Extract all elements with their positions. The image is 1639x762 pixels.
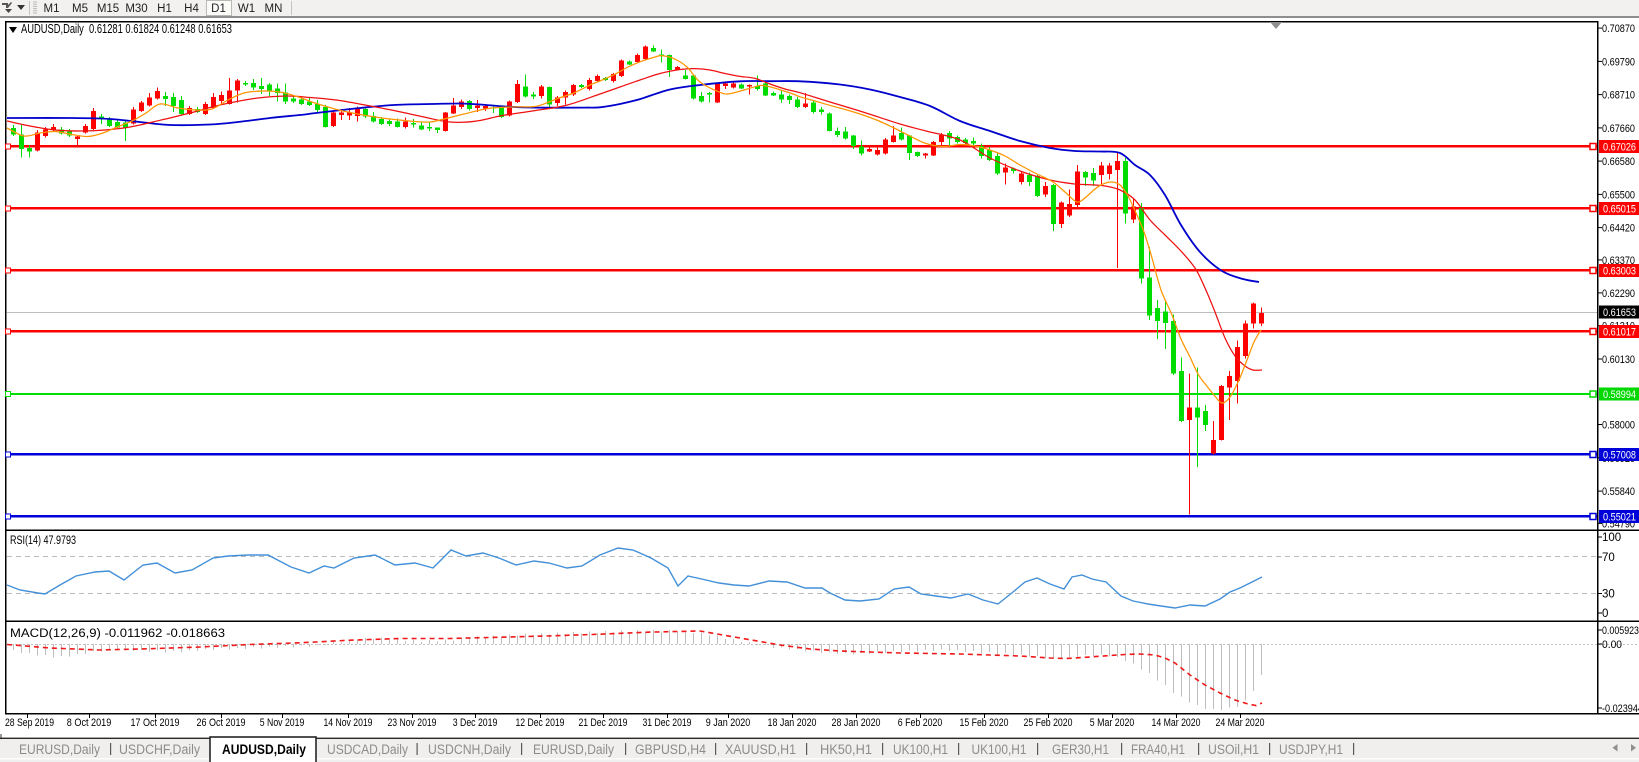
svg-text:FRA40,H1: FRA40,H1 xyxy=(1131,742,1185,757)
svg-text:0: 0 xyxy=(1602,608,1608,620)
svg-text:0.63370: 0.63370 xyxy=(1602,255,1635,267)
svg-text:70: 70 xyxy=(1602,552,1615,564)
svg-text:14 Mar 2020: 14 Mar 2020 xyxy=(1152,717,1201,729)
svg-text:100: 100 xyxy=(1602,532,1621,544)
svg-text:21 Dec 2019: 21 Dec 2019 xyxy=(579,717,628,729)
svg-text:31 Dec 2019: 31 Dec 2019 xyxy=(643,717,692,729)
svg-text:0.67026: 0.67026 xyxy=(1603,142,1636,154)
svg-text:MN: MN xyxy=(265,3,283,15)
svg-text:8 Oct 2019: 8 Oct 2019 xyxy=(67,717,112,729)
svg-text:0.67660: 0.67660 xyxy=(1602,123,1635,135)
svg-text:AUDUSD,Daily 0.61281 0.61824: AUDUSD,Daily 0.61281 0.61824 0.61248 0.6… xyxy=(21,22,232,36)
svg-text:0.69790: 0.69790 xyxy=(1602,56,1635,68)
svg-text:24 Mar 2020: 24 Mar 2020 xyxy=(1216,717,1265,729)
svg-text:M15: M15 xyxy=(97,3,119,15)
svg-text:0.64420: 0.64420 xyxy=(1602,223,1635,235)
svg-text:25 Feb 2020: 25 Feb 2020 xyxy=(1024,717,1073,729)
svg-text:30: 30 xyxy=(1602,589,1615,601)
svg-text:18 Jan 2020: 18 Jan 2020 xyxy=(768,717,817,729)
svg-text:0.68710: 0.68710 xyxy=(1602,90,1635,102)
svg-text:0.58994: 0.58994 xyxy=(1603,389,1636,401)
svg-text:UK100,H1: UK100,H1 xyxy=(972,742,1027,757)
svg-text:-0.023944: -0.023944 xyxy=(1602,703,1639,715)
svg-text:AUDUSD,Daily: AUDUSD,Daily xyxy=(222,742,306,757)
svg-text:9 Jan 2020: 9 Jan 2020 xyxy=(706,717,751,729)
svg-text:D1: D1 xyxy=(211,3,226,15)
svg-text:5 Mar 2020: 5 Mar 2020 xyxy=(1090,717,1135,729)
svg-text:0.60130: 0.60130 xyxy=(1602,354,1635,366)
svg-text:23 Nov 2019: 23 Nov 2019 xyxy=(388,717,437,729)
svg-text:H4: H4 xyxy=(184,3,199,15)
svg-text:28 Jan 2020: 28 Jan 2020 xyxy=(832,717,881,729)
svg-text:0.58000: 0.58000 xyxy=(1602,420,1635,432)
svg-text:17 Oct 2019: 17 Oct 2019 xyxy=(131,717,180,729)
svg-text:26 Oct 2019: 26 Oct 2019 xyxy=(197,717,246,729)
svg-text:0.005923: 0.005923 xyxy=(1602,625,1639,637)
svg-text:MACD(12,26,9) -0.011962 -0.018: MACD(12,26,9) -0.011962 -0.018663 xyxy=(10,628,225,640)
svg-text:M1: M1 xyxy=(44,3,60,15)
svg-text:0.65500: 0.65500 xyxy=(1602,189,1635,201)
svg-text:5 Nov 2019: 5 Nov 2019 xyxy=(260,717,305,729)
svg-text:0.61017: 0.61017 xyxy=(1603,327,1636,339)
svg-text:6 Feb 2020: 6 Feb 2020 xyxy=(898,717,943,729)
svg-text:0.55021: 0.55021 xyxy=(1603,512,1636,524)
svg-text:14 Nov 2019: 14 Nov 2019 xyxy=(324,717,373,729)
svg-text:USDJPY,H1: USDJPY,H1 xyxy=(1279,742,1343,757)
svg-text:12 Dec 2019: 12 Dec 2019 xyxy=(516,717,565,729)
svg-text:USDCHF,Daily: USDCHF,Daily xyxy=(119,742,200,757)
svg-text:15 Feb 2020: 15 Feb 2020 xyxy=(960,717,1009,729)
svg-text:USDCNH,Daily: USDCNH,Daily xyxy=(428,742,511,757)
svg-text:0.61653: 0.61653 xyxy=(1603,307,1636,319)
svg-text:M5: M5 xyxy=(72,3,88,15)
svg-text:28 Sep 2019: 28 Sep 2019 xyxy=(5,717,54,729)
svg-text:0.70870: 0.70870 xyxy=(1602,23,1635,35)
svg-text:0.62290: 0.62290 xyxy=(1602,288,1635,300)
svg-text:RSI(14) 47.9793: RSI(14) 47.9793 xyxy=(10,535,76,547)
svg-text:GER30,H1: GER30,H1 xyxy=(1052,742,1109,757)
svg-text:0.63003: 0.63003 xyxy=(1603,266,1636,278)
svg-text:M30: M30 xyxy=(125,3,147,15)
svg-text:0.66580: 0.66580 xyxy=(1602,156,1635,168)
svg-text:GBPUSD,H4: GBPUSD,H4 xyxy=(635,742,706,757)
svg-text:HK50,H1: HK50,H1 xyxy=(820,742,872,757)
svg-text:USOil,H1: USOil,H1 xyxy=(1208,742,1259,757)
svg-text:XAUUSD,H1: XAUUSD,H1 xyxy=(725,742,796,757)
svg-text:3 Dec 2019: 3 Dec 2019 xyxy=(453,717,498,729)
svg-text:H1: H1 xyxy=(157,3,172,15)
svg-text:0.00: 0.00 xyxy=(1602,639,1622,651)
svg-text:W1: W1 xyxy=(238,3,255,15)
svg-text:EURUSD,Daily: EURUSD,Daily xyxy=(19,742,100,757)
svg-text:0.55840: 0.55840 xyxy=(1602,486,1635,498)
svg-text:0.65015: 0.65015 xyxy=(1603,204,1636,216)
svg-text:UK100,H1: UK100,H1 xyxy=(893,742,948,757)
svg-text:0.57008: 0.57008 xyxy=(1603,450,1636,462)
svg-text:EURUSD,Daily: EURUSD,Daily xyxy=(533,742,614,757)
svg-text:USDCAD,Daily: USDCAD,Daily xyxy=(327,742,408,757)
